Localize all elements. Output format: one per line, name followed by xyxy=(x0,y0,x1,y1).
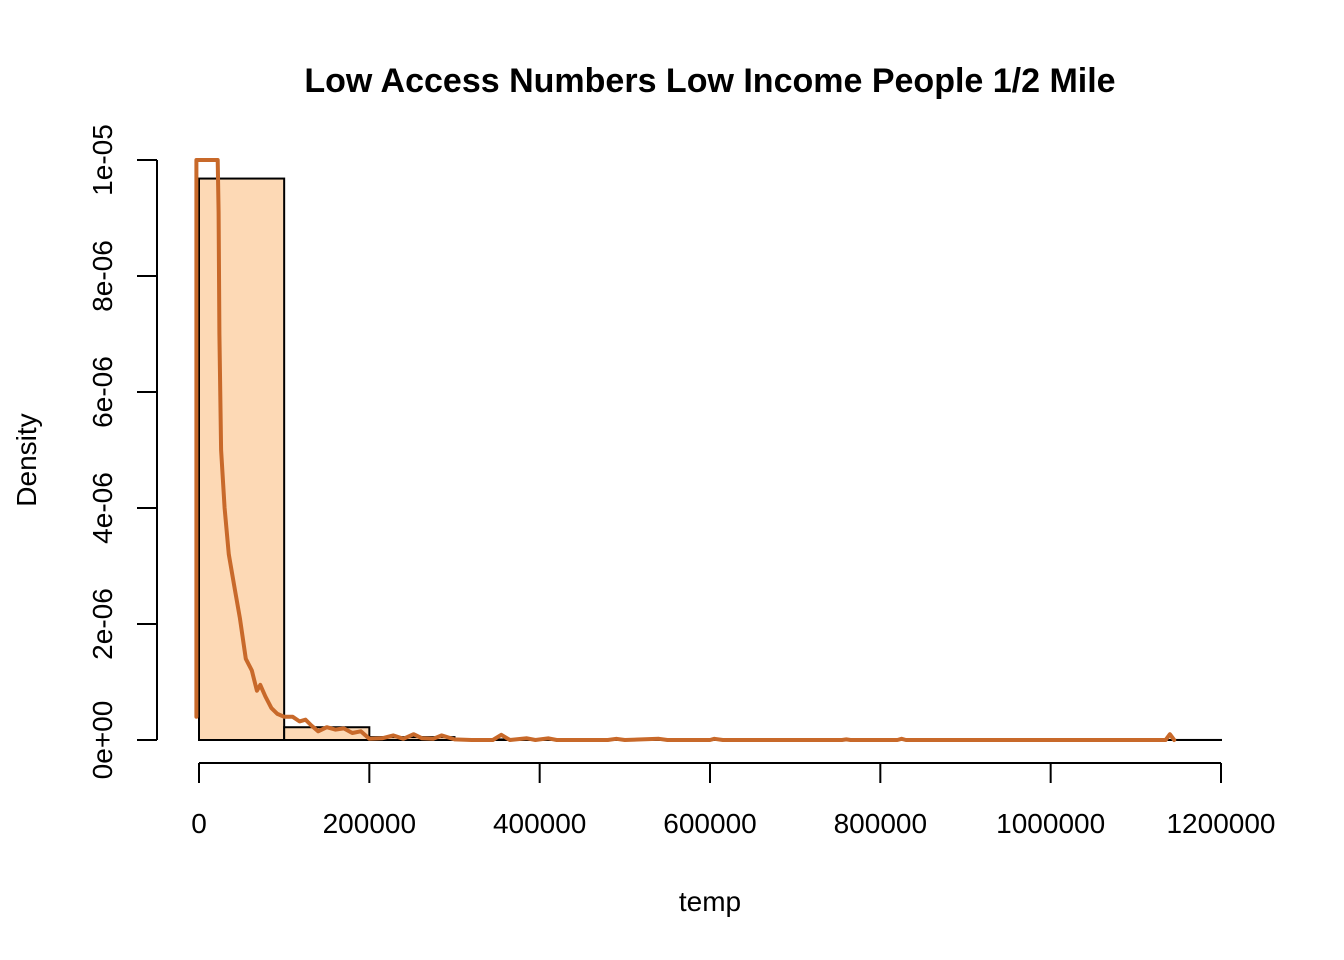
x-tick-label: 400000 xyxy=(493,808,586,839)
x-axis: 0 200000 400000 600000 800000 1000000 1200000 xyxy=(191,762,1276,839)
y-tick-label: 0e+00 xyxy=(87,701,118,780)
x-tick-label: 200000 xyxy=(323,808,416,839)
y-tick-label: 8e-06 xyxy=(87,240,118,312)
density-curve xyxy=(194,158,1177,742)
density-line xyxy=(194,158,1177,742)
y-tick-label: 6e-06 xyxy=(87,356,118,428)
x-tick-label: 1000000 xyxy=(996,808,1105,839)
x-tick-label: 0 xyxy=(191,808,207,839)
x-tick-label: 800000 xyxy=(834,808,927,839)
y-tick-label: 2e-06 xyxy=(87,588,118,660)
chart-title: Low Access Numbers Low Income People 1/2… xyxy=(304,62,1115,100)
x-axis-label: temp xyxy=(679,886,741,917)
y-axis-label: Density xyxy=(11,413,42,506)
x-tick-label: 600000 xyxy=(663,808,756,839)
y-tick-label: 4e-06 xyxy=(87,472,118,544)
x-tick-label: 1200000 xyxy=(1166,808,1275,839)
histogram-bars xyxy=(198,177,1223,742)
histogram-bar-0 xyxy=(198,177,286,741)
y-tick-label: 1e-05 xyxy=(87,124,118,196)
y-axis: 0e+00 2e-06 4e-06 6e-06 8e-06 1e-05 xyxy=(87,124,158,780)
